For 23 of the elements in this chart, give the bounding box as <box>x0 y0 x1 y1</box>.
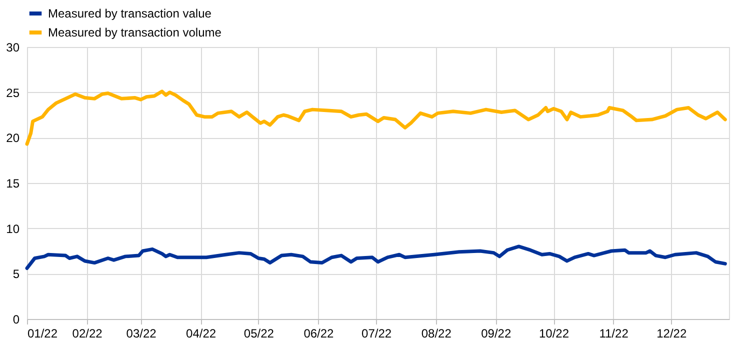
x-tick-label: 11/22 <box>599 326 629 340</box>
y-tick-label: 20 <box>6 131 20 146</box>
y-tick-label: 5 <box>12 267 20 282</box>
x-tick-label: 03/22 <box>126 326 157 340</box>
line-series <box>25 244 727 270</box>
y-tick-label: 15 <box>6 176 20 190</box>
x-tick-label: 01/22 <box>28 326 58 340</box>
y-tick-label: 10 <box>6 222 20 236</box>
x-tick-label: 08/22 <box>421 326 452 340</box>
x-tick-label: 12/22 <box>656 326 687 340</box>
legend-label: Measured by transaction value <box>48 6 212 20</box>
x-tick-label: 04/22 <box>186 326 216 340</box>
x-tick-label: 10/22 <box>538 326 570 340</box>
y-tick-label: 30 <box>6 40 20 54</box>
x-tick-label: 07/22 <box>362 326 392 340</box>
y-tick-label: 0 <box>12 312 20 326</box>
line-series <box>25 90 727 146</box>
legend-label: Measured by transaction volume <box>48 26 222 40</box>
y-tick-label: 25 <box>6 86 20 100</box>
x-tick-label: 09/22 <box>481 326 512 340</box>
x-tick-label: 05/22 <box>244 326 274 340</box>
x-tick-label: 02/22 <box>72 326 103 340</box>
x-tick-label: 06/22 <box>304 326 334 340</box>
